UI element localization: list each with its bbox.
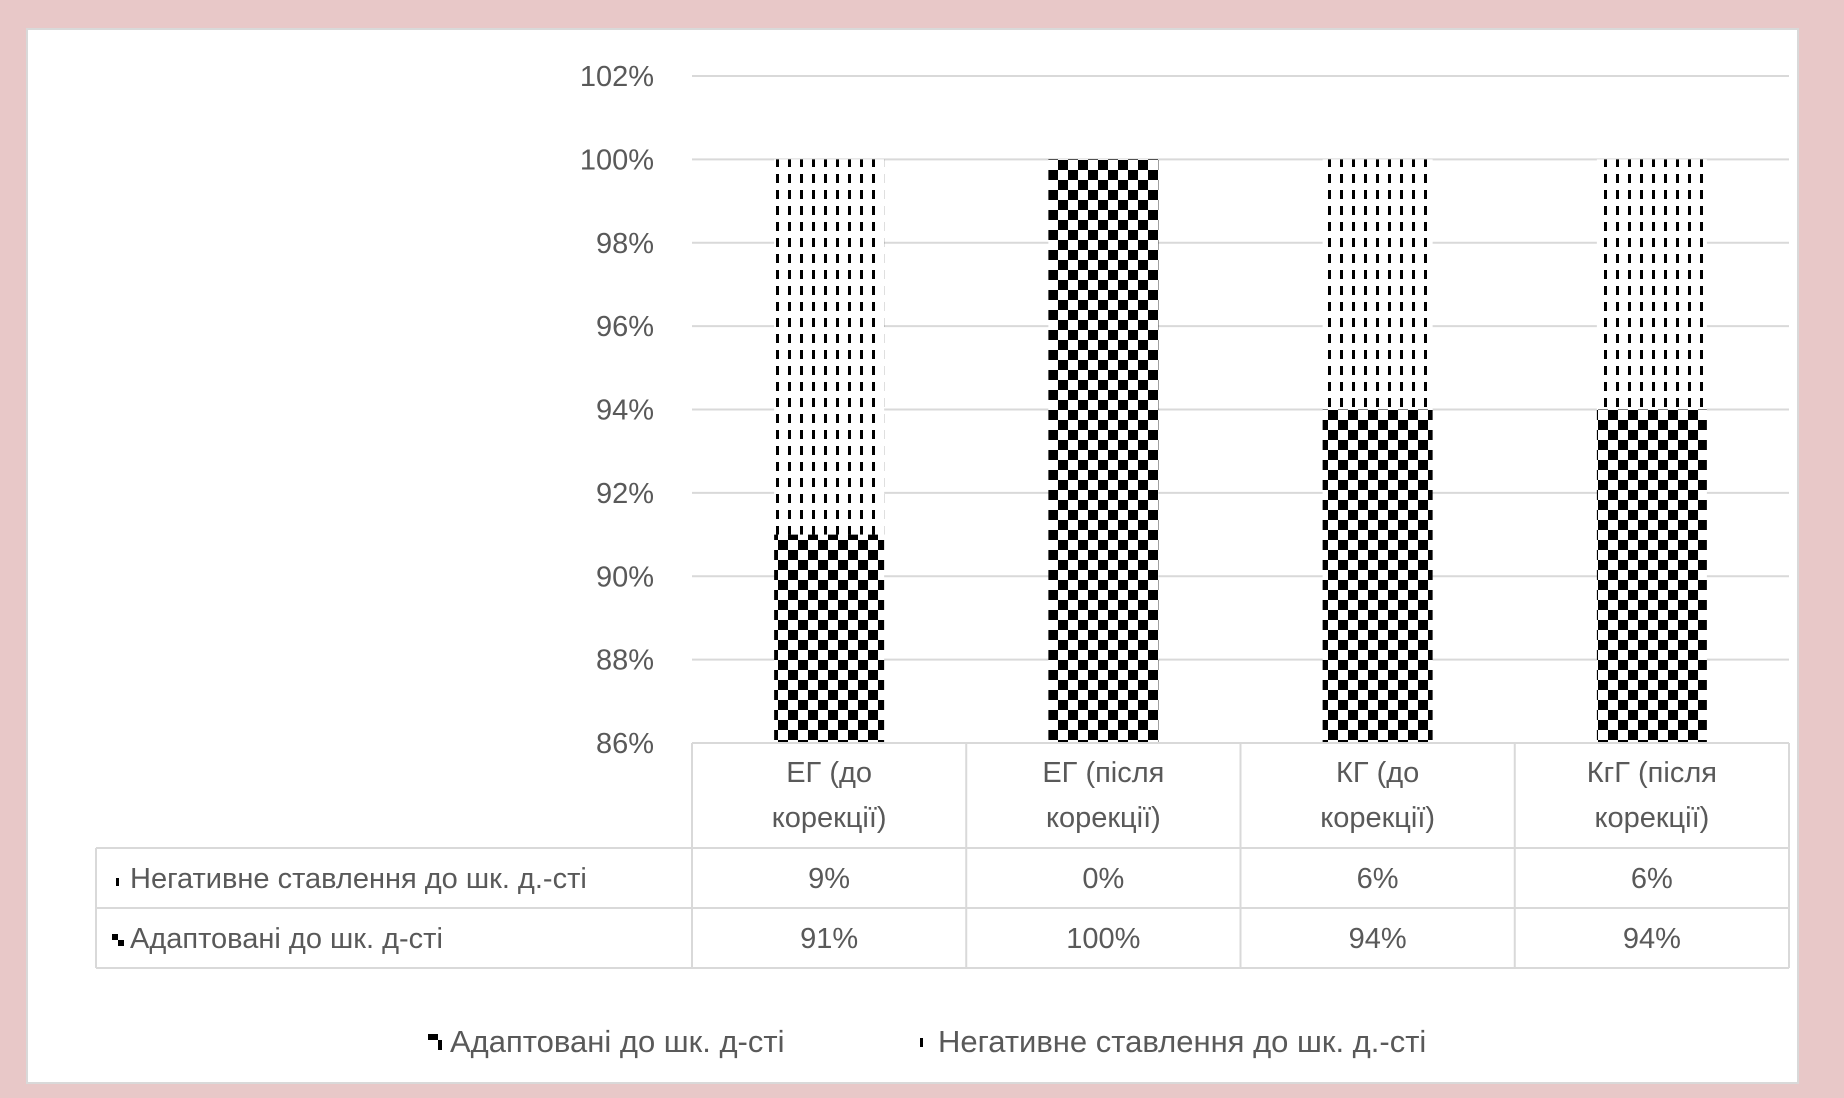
data-label: 100% (1066, 923, 1140, 955)
category-label: КгГ (після (1587, 757, 1717, 789)
y-tick-label: 88% (596, 645, 654, 677)
y-tick-label: 94% (596, 395, 654, 427)
legend-label: Негативне ставлення до шк. д.-сті (938, 1024, 1426, 1059)
legend-key (916, 1034, 930, 1050)
y-tick-label: 100% (580, 144, 654, 176)
category-label: корекції) (1046, 802, 1161, 834)
bar-segment-negative (774, 159, 885, 535)
data-label: 6% (1357, 863, 1399, 895)
category-label: КГ (до (1336, 757, 1419, 789)
legend-label: Адаптовані до шк. д-сті (450, 1024, 784, 1059)
bar-segment-adapted (774, 534, 885, 743)
chart-frame: 86% 88% 90% 92% 94% 96% 98% 100% 102% ЕГ (до коре… (26, 28, 1799, 1084)
bar-segment-adapted (1322, 409, 1433, 743)
bar-segment-negative (1596, 159, 1707, 410)
data-label: 94% (1623, 923, 1681, 955)
bar-segment-adapted (1596, 409, 1707, 743)
y-axis-ticks: 86% 88% 90% 92% 94% 96% 98% 100% 102% (580, 61, 654, 760)
category-label: ЕГ (після (1042, 757, 1164, 789)
stacked-bar-chart: 86% 88% 90% 92% 94% 96% 98% 100% 102% ЕГ (до коре… (95, 61, 1790, 1059)
table-legend-key (112, 874, 124, 886)
y-tick-label: 90% (596, 561, 654, 593)
category-label: корекції) (1594, 802, 1709, 834)
table-row-label: Адаптовані до шк. д-сті (130, 923, 443, 955)
legend-key (428, 1034, 442, 1050)
data-label: 0% (1082, 863, 1124, 895)
y-tick-label: 92% (596, 478, 654, 510)
category-label: ЕГ (до (786, 757, 872, 789)
y-tick-label: 102% (580, 61, 654, 93)
bar-segment-negative (1322, 159, 1433, 410)
bars (774, 159, 1707, 743)
data-label: 94% (1349, 923, 1407, 955)
data-label: 6% (1631, 863, 1673, 895)
y-tick-label: 86% (596, 728, 654, 760)
y-tick-label: 96% (596, 311, 654, 343)
y-tick-label: 98% (596, 228, 654, 260)
table-row-label: Негативне ставлення до шк. д.-сті (130, 863, 587, 895)
legend: Адаптовані до шк. д-сті Негативне ставлен… (428, 1024, 1426, 1059)
category-label: корекції) (772, 802, 887, 834)
data-label: 91% (800, 923, 858, 955)
table-legend-key (112, 934, 124, 946)
bar-segment-adapted (1048, 159, 1159, 743)
data-label: 9% (808, 863, 850, 895)
data-table: ЕГ (до корекції) ЕГ (після корекції) КГ (до к… (95, 742, 1790, 969)
category-label: корекції) (1320, 802, 1435, 834)
